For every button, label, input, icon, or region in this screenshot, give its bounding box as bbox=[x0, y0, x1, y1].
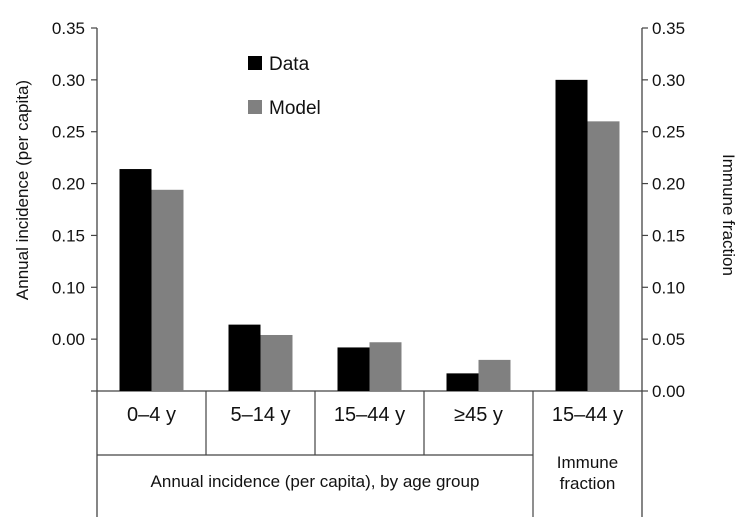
left-tick-label: 0.15 bbox=[52, 226, 85, 245]
category-label: 15–44 y bbox=[552, 404, 623, 426]
category-label: 5–14 y bbox=[230, 404, 290, 426]
category-label: 0–4 y bbox=[127, 404, 176, 426]
right-tick-label: 0.00 bbox=[652, 382, 685, 401]
right-tick-label: 0.25 bbox=[652, 123, 685, 142]
bar-model-1 bbox=[260, 334, 293, 391]
bar-data-1 bbox=[228, 324, 261, 391]
bar-data-0 bbox=[119, 169, 152, 391]
left-tick-label: 0.00 bbox=[52, 330, 85, 349]
bar-data-2 bbox=[337, 347, 370, 391]
right-tick-label: 0.30 bbox=[652, 71, 685, 90]
right-axis-title: Immune fraction bbox=[719, 154, 738, 276]
bar-model-0 bbox=[151, 189, 184, 391]
group-label-immune-1: Immune bbox=[557, 453, 618, 472]
bar-data-4 bbox=[555, 79, 588, 391]
group-label-immune-2: fraction bbox=[560, 474, 616, 493]
right-tick-label: 0.10 bbox=[652, 278, 685, 297]
category-label: ≥45 y bbox=[454, 404, 503, 426]
right-tick-label: 0.20 bbox=[652, 175, 685, 194]
right-tick-label: 0.35 bbox=[652, 19, 685, 38]
left-tick-label: 0.10 bbox=[52, 278, 85, 297]
left-tick-label: 0.20 bbox=[52, 175, 85, 194]
legend-label-data: Data bbox=[269, 54, 310, 75]
bar-model-2 bbox=[369, 342, 402, 391]
bar-model-4 bbox=[587, 121, 620, 391]
legend-swatch-model bbox=[248, 100, 262, 114]
left-axis-title: Annual incidence (per capita) bbox=[13, 80, 32, 300]
category-label: 15–44 y bbox=[334, 404, 405, 426]
bar-data-3 bbox=[446, 373, 479, 391]
left-tick-label: 0.25 bbox=[52, 123, 85, 142]
group-label-incidence: Annual incidence (per capita), by age gr… bbox=[151, 472, 480, 491]
left-tick-label: 0.35 bbox=[52, 19, 85, 38]
legend-label-model: Model bbox=[269, 98, 321, 119]
left-tick-label: 0.30 bbox=[52, 71, 85, 90]
right-tick-label: 0.15 bbox=[652, 226, 685, 245]
legend-swatch-data bbox=[248, 56, 262, 70]
bar-model-3 bbox=[478, 359, 511, 391]
right-tick-label: 0.05 bbox=[652, 330, 685, 349]
